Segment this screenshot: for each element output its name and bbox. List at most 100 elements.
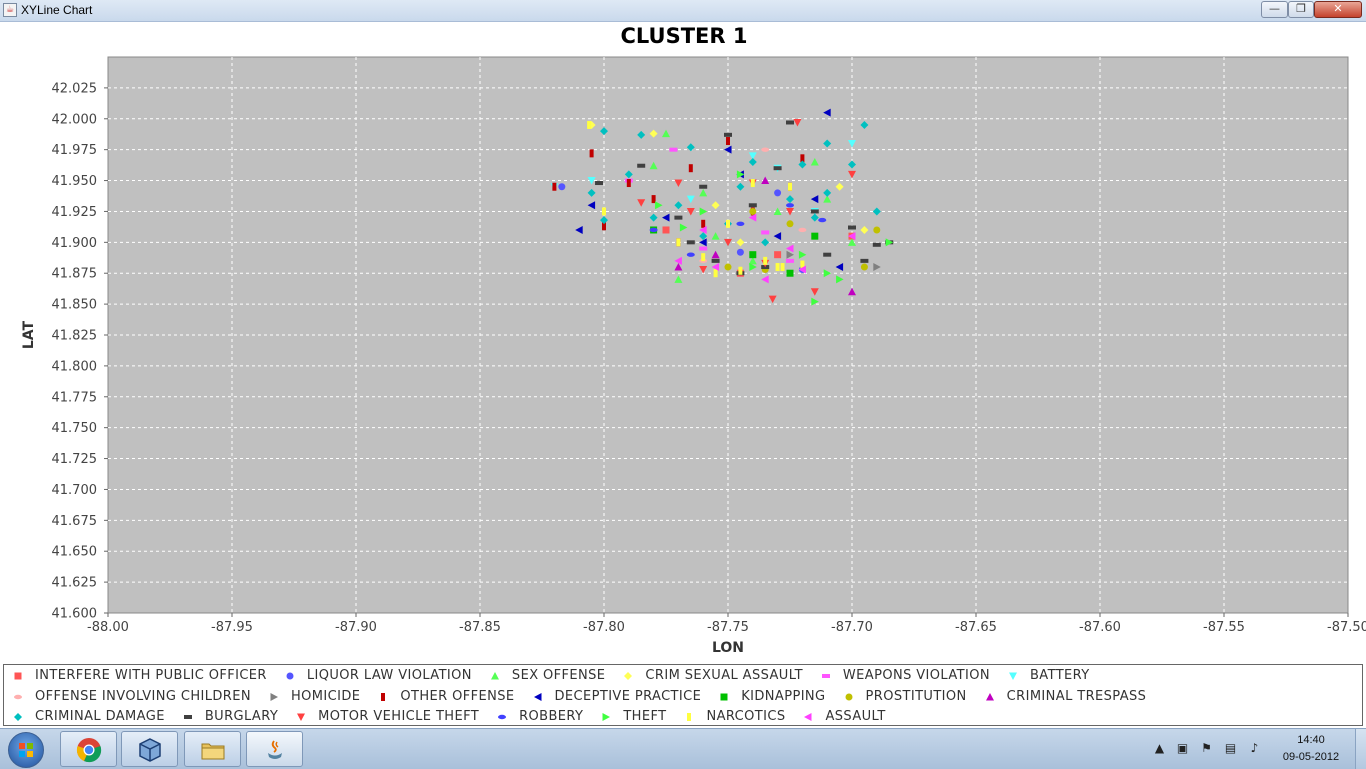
data-point <box>726 219 730 228</box>
legend-label: OFFENSE INVOLVING CHILDREN <box>35 688 251 704</box>
data-point <box>602 207 606 216</box>
virtualbox-icon <box>139 738 161 762</box>
taskbar-virtualbox-button[interactable] <box>121 731 178 767</box>
data-point <box>600 216 608 225</box>
network-icon[interactable]: ▤ <box>1224 741 1237 755</box>
data-point <box>798 160 807 169</box>
legend-label: PROSTITUTION <box>865 688 967 704</box>
data-point <box>552 182 557 191</box>
data-point <box>872 207 881 216</box>
data-point <box>800 154 805 163</box>
data-point <box>624 170 633 179</box>
data-point <box>823 252 832 257</box>
data-point <box>750 179 755 188</box>
y-tick-label: 41.825 <box>52 329 98 344</box>
start-button[interactable] <box>8 732 44 768</box>
system-tray: ▲ ▣ ⚑ ▤ ♪ <box>1150 729 1366 769</box>
data-point <box>674 215 683 220</box>
data-point <box>748 213 757 222</box>
data-point <box>711 232 720 240</box>
legend-label: THEFT <box>623 709 667 724</box>
data-point <box>761 176 770 185</box>
data-point <box>699 246 708 251</box>
device-icon[interactable]: ▣ <box>1176 741 1189 755</box>
y-tick-label: 41.850 <box>52 298 98 313</box>
legend-swatch <box>624 672 633 680</box>
data-point <box>626 179 631 188</box>
minimize-button[interactable]: — <box>1261 1 1288 18</box>
data-point <box>810 158 819 166</box>
data-point <box>651 195 656 204</box>
close-button[interactable]: ✕ <box>1314 1 1362 18</box>
x-tick-label: -87.50 <box>1327 620 1366 635</box>
data-point <box>780 263 785 272</box>
y-tick-label: 41.950 <box>52 174 98 189</box>
y-axis-label: LAT <box>21 320 37 349</box>
show-desktop-button[interactable] <box>1355 729 1366 769</box>
data-point <box>823 108 831 117</box>
data-point <box>662 129 670 138</box>
data-point <box>786 207 794 216</box>
data-point <box>558 183 566 191</box>
grid-lines <box>108 57 1348 613</box>
data-point <box>736 238 745 247</box>
legend-label: INTERFERE WITH PUBLIC OFFICER <box>35 668 267 683</box>
data-point <box>761 275 769 284</box>
chart-title: CLUSTER 1 <box>621 24 748 48</box>
java-app-icon: ☕ <box>3 3 17 17</box>
data-point <box>798 227 807 233</box>
legend-swatch <box>381 692 386 701</box>
legend-swatch <box>183 715 192 719</box>
y-tick-label: 41.925 <box>52 205 98 220</box>
data-point <box>835 263 844 272</box>
clock-time[interactable]: 14:40 <box>1297 734 1325 746</box>
action-center-flag-icon[interactable]: ⚑ <box>1201 741 1212 755</box>
maximize-button[interactable]: ❐ <box>1288 1 1314 18</box>
data-point <box>676 238 681 247</box>
data-point <box>836 275 844 284</box>
data-point <box>699 232 708 241</box>
legend-label: BURGLARY <box>204 709 279 724</box>
taskbar-chrome-button[interactable] <box>60 731 117 767</box>
volume-icon[interactable]: ♪ <box>1250 741 1259 755</box>
legend-swatch <box>14 694 22 699</box>
data-point <box>662 226 670 234</box>
legend-swatch <box>490 672 499 680</box>
x-tick-label: -87.70 <box>831 620 873 635</box>
y-tick-label: 41.650 <box>52 545 98 560</box>
data-point <box>810 209 819 214</box>
legend-swatch <box>297 713 306 721</box>
legend-label: MOTOR VEHICLE THEFT <box>318 709 480 724</box>
data-point <box>748 256 757 265</box>
taskbar-explorer-button[interactable] <box>184 731 241 767</box>
data-point <box>589 149 594 158</box>
data-point <box>873 226 881 234</box>
x-tick-label: -87.55 <box>1203 620 1245 635</box>
data-points <box>550 108 894 306</box>
data-point <box>587 120 592 129</box>
window-title: XYLine Chart <box>21 3 93 17</box>
x-tick-label: -87.85 <box>459 620 501 635</box>
java-icon <box>268 740 282 759</box>
data-point <box>774 189 782 197</box>
show-hidden-icons-icon[interactable]: ▲ <box>1154 741 1165 755</box>
data-point <box>637 163 646 168</box>
legend-label: LIQUOR LAW VIOLATION <box>306 668 472 683</box>
y-tick-label: 41.900 <box>52 236 98 251</box>
clock-date[interactable]: 09-05-2012 <box>1282 751 1340 763</box>
legend-label: BATTERY <box>1029 668 1090 683</box>
x-tick-label: -87.90 <box>335 620 377 635</box>
data-point <box>786 220 794 228</box>
data-point <box>761 238 770 247</box>
y-tick-label: 41.675 <box>52 514 98 529</box>
data-point <box>649 161 658 170</box>
taskbar-java-button[interactable] <box>246 731 303 767</box>
data-point <box>773 232 782 241</box>
data-point <box>699 225 707 234</box>
y-axis: 41.600 41.625 41.650 41.675 41.700 41.725 41.7… <box>52 81 108 622</box>
data-point <box>761 147 770 152</box>
windows-logo-icon <box>19 743 33 757</box>
data-point <box>711 263 720 272</box>
x-tick-label: -88.00 <box>87 620 129 635</box>
legend-label: OTHER OFFENSE <box>400 688 515 704</box>
